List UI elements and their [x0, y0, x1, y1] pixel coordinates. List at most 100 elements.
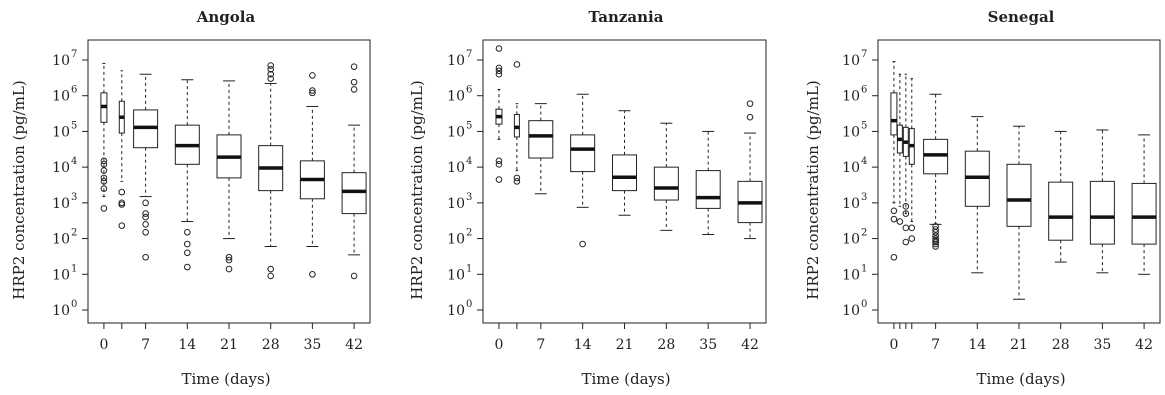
y-tick-label: 10 — [842, 89, 860, 105]
y-tick-label: 10 — [842, 196, 860, 212]
outlier-point — [184, 240, 191, 248]
outlier-point — [225, 256, 233, 264]
box-day-35 — [1089, 129, 1115, 274]
outlier-point — [184, 249, 191, 257]
plot-area: 10 010 110 210 310 410 510 610 70 7 14 21 28 35 42 — [842, 39, 1161, 353]
y-tick-label: 10 — [447, 303, 465, 319]
box-day-21 — [1006, 125, 1032, 300]
outlier-point — [267, 65, 274, 73]
y-tick-label: 10 — [52, 196, 70, 212]
outlier-point — [142, 210, 149, 217]
outlier-point — [902, 210, 910, 217]
x-tick-label: 35 — [303, 337, 321, 353]
x-tick-label: 42 — [345, 337, 363, 353]
box-iqr — [653, 166, 679, 201]
y-tick-exponent: 3 — [466, 192, 472, 203]
outlier-point — [902, 224, 910, 232]
box-day-35 — [695, 130, 721, 236]
outlier-point — [350, 63, 358, 70]
box-day-28 — [653, 122, 679, 231]
y-tick-label: 10 — [842, 303, 860, 319]
y-tick-exponent: 4 — [71, 156, 77, 167]
box-day-0 — [495, 45, 503, 183]
plot-area: 10 010 110 210 310 410 510 610 70 7 14 21 28 35 42 — [447, 39, 767, 353]
x-tick-label: 28 — [657, 337, 675, 353]
outlier-point — [513, 178, 521, 185]
box-day-7 — [133, 73, 159, 261]
outlier-point — [142, 253, 149, 261]
outlier-point — [267, 265, 274, 273]
outlier-point — [267, 62, 274, 69]
box-iqr — [890, 92, 898, 136]
outlier-point — [309, 270, 316, 278]
box-day-2 — [902, 73, 910, 246]
outlier-point — [184, 228, 191, 236]
outlier-point — [118, 188, 126, 196]
y-tick-exponent: 4 — [861, 156, 867, 167]
box-day-14 — [570, 93, 596, 248]
y-axis-label: HRP2 concentration (pg/mL) — [10, 80, 28, 299]
outlier-point — [100, 174, 108, 182]
y-tick-label: 10 — [52, 124, 70, 140]
outlier-point — [100, 167, 108, 174]
box-day-28 — [258, 62, 284, 280]
x-tick-label: 21 — [616, 337, 634, 353]
x-tick-label: 7 — [536, 337, 545, 353]
box-iqr — [695, 170, 721, 209]
y-tick-label: 10 — [52, 232, 70, 248]
y-tick-label: 10 — [447, 89, 465, 105]
box-day-7 — [528, 103, 554, 195]
outlier-point — [908, 224, 916, 232]
box-day-35 — [299, 72, 325, 278]
y-axis-label: HRP2 concentration (pg/mL) — [804, 80, 822, 299]
x-tick-label: 35 — [1093, 337, 1111, 353]
outlier-point — [495, 176, 503, 183]
x-tick-label: 0 — [99, 337, 108, 353]
box-day-42 — [1131, 134, 1157, 275]
outlier-point — [902, 203, 910, 210]
outlier-point — [896, 218, 904, 225]
outlier-point — [350, 86, 358, 93]
outlier-point — [309, 72, 316, 79]
y-tick-exponent: 5 — [71, 120, 77, 131]
outlier-point — [932, 236, 939, 244]
x-tick-label: 14 — [178, 337, 196, 353]
outlier-point — [902, 238, 910, 246]
outlier-point — [495, 70, 503, 78]
outlier-point — [225, 265, 233, 273]
outlier-point — [100, 185, 108, 192]
panel-angola: Angola HRP2 concentration (pg/mL) Time (… — [10, 8, 371, 388]
box-day-0 — [100, 62, 108, 212]
y-axis-label: HRP2 concentration (pg/mL) — [408, 80, 426, 299]
x-tick-label: 42 — [741, 337, 759, 353]
outlier-point — [225, 253, 233, 261]
outlier-point — [746, 100, 754, 107]
y-tick-label: 10 — [447, 267, 465, 283]
x-tick-label: 7 — [141, 337, 150, 353]
box-iqr — [1131, 182, 1157, 245]
y-tick-label: 10 — [447, 53, 465, 69]
panel-title: Senegal — [988, 8, 1055, 26]
outlier-point — [495, 64, 503, 72]
outlier-point — [142, 221, 149, 228]
y-tick-label: 10 — [842, 232, 860, 248]
outlier-point — [495, 67, 503, 75]
x-tick-label: 14 — [574, 337, 592, 353]
x-tick-label: 0 — [494, 337, 503, 353]
x-tick-label: 28 — [1052, 337, 1070, 353]
y-tick-exponent: 3 — [71, 192, 77, 203]
y-tick-label: 10 — [447, 124, 465, 140]
y-tick-label: 10 — [842, 160, 860, 176]
outlier-point — [513, 174, 521, 182]
box-iqr — [1006, 163, 1032, 227]
y-tick-label: 10 — [52, 303, 70, 319]
y-tick-exponent: 4 — [466, 156, 472, 167]
box-day-21 — [612, 110, 637, 216]
y-tick-label: 10 — [842, 124, 860, 140]
outlier-point — [184, 263, 191, 271]
panel-tanzania: Tanzania HRP2 concentration (pg/mL) Time… — [408, 8, 767, 388]
outlier-point — [932, 240, 939, 248]
outlier-point — [890, 215, 898, 223]
box-iqr — [528, 120, 554, 159]
